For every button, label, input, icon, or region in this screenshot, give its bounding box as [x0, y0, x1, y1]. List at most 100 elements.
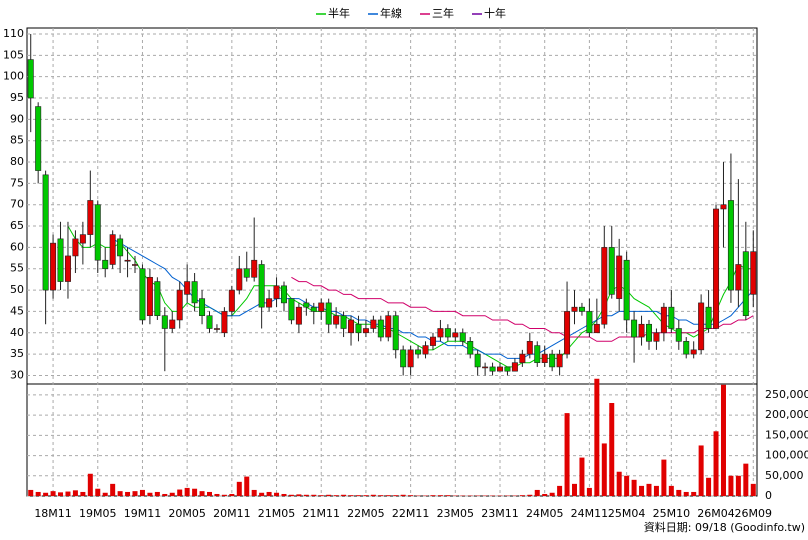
candle-body — [392, 315, 399, 351]
candle-body — [109, 234, 116, 265]
candle-body — [645, 323, 652, 342]
candle-body — [251, 259, 258, 278]
volume-bar — [609, 403, 615, 496]
candle-body — [623, 259, 630, 321]
candle-body — [631, 319, 638, 338]
volume-bar — [430, 495, 436, 496]
volume-bar — [184, 487, 190, 496]
candle-body — [57, 238, 64, 282]
x-tick-label: 18M11 — [34, 507, 72, 520]
volume-bar — [102, 492, 108, 496]
y-tick-label: 50 — [10, 283, 24, 296]
y-tick-label: 30 — [10, 368, 24, 381]
legend-label: 半年 — [328, 6, 350, 20]
candle-body — [385, 315, 392, 338]
y2-tick-label: 250,000 — [765, 388, 808, 401]
candle-body — [564, 311, 571, 355]
volume-bar — [318, 495, 324, 496]
volume-bar — [683, 491, 689, 496]
candle-body — [42, 174, 49, 291]
candle-body — [79, 234, 86, 244]
candle-body — [586, 311, 593, 334]
volume-bar — [445, 495, 451, 496]
volume-bar — [236, 481, 242, 496]
volume-bar — [333, 495, 339, 496]
volume-bar — [400, 494, 406, 496]
candle-body — [459, 332, 466, 342]
x-tick-label: 25M10 — [653, 507, 691, 520]
volume-bar — [87, 473, 93, 496]
volume-bar — [80, 491, 86, 496]
y2-tick-label: 200,000 — [765, 408, 808, 421]
candle-body — [690, 349, 697, 355]
volume-bar — [579, 457, 585, 496]
candle-body — [616, 255, 623, 299]
candle-body — [675, 328, 682, 342]
volume-bar — [58, 492, 64, 496]
candle-body — [318, 302, 325, 312]
candle-body — [526, 341, 533, 355]
volume-bar — [572, 483, 577, 496]
candle-body — [727, 200, 734, 291]
legend-label: 年線 — [380, 6, 402, 20]
volume-bar — [519, 495, 525, 496]
candle-body — [213, 328, 220, 330]
y-tick-label: 105 — [3, 48, 24, 61]
candle-body — [295, 306, 302, 325]
candle-body — [534, 345, 541, 363]
y-tick-label: 75 — [10, 176, 24, 189]
candle-body — [497, 366, 504, 372]
x-tick-label: 22M05 — [347, 507, 385, 520]
volume-bar — [363, 495, 369, 496]
candle-body — [578, 306, 585, 312]
volume-bar — [355, 495, 361, 496]
candle-body — [191, 281, 198, 304]
y-tick-label: 65 — [10, 219, 24, 232]
volume-bar — [132, 491, 138, 496]
volume-bar — [139, 489, 145, 496]
candle-body — [668, 306, 675, 329]
candle-body — [288, 298, 295, 321]
volume-bar — [639, 485, 645, 496]
volume-bar — [594, 378, 600, 496]
candle-body — [683, 341, 690, 355]
candle-body — [258, 264, 265, 308]
x-tick-label: 25M04 — [608, 507, 646, 520]
y-tick-label: 40 — [10, 326, 24, 339]
candle-body — [64, 255, 71, 282]
legend-label: 十年 — [484, 6, 506, 20]
x-tick-label: 26M09 — [735, 507, 773, 520]
candle-body — [370, 319, 377, 329]
candle-body — [146, 276, 153, 317]
legend-label: 三年 — [432, 6, 454, 20]
volume-bar — [43, 492, 49, 496]
candle-body — [132, 264, 139, 266]
y-tick-label: 85 — [10, 134, 24, 147]
volume-bar — [266, 491, 272, 496]
candle-body — [102, 259, 109, 270]
volume-bar — [192, 488, 198, 496]
volume-bar — [437, 495, 443, 496]
candle-body — [303, 302, 310, 308]
candle-body — [519, 353, 526, 363]
volume-bar — [95, 488, 101, 496]
candle-body — [407, 349, 414, 368]
volume-bar — [177, 489, 183, 496]
volume-bar — [385, 495, 391, 496]
volume-bar — [341, 494, 347, 496]
volume-bar — [65, 491, 71, 496]
volume-bar — [393, 495, 399, 496]
volume-bar — [311, 494, 317, 496]
candle-body — [310, 306, 317, 312]
candle-body — [437, 328, 444, 338]
volume-bar — [646, 483, 652, 496]
y-tick-label: 100 — [3, 70, 24, 83]
volume-bar — [244, 476, 250, 496]
y2-tick-label: 100,000 — [765, 449, 808, 462]
volume-bar — [631, 479, 637, 496]
candle-body — [362, 328, 369, 334]
volume-bar — [408, 495, 414, 496]
volume-bar — [214, 493, 220, 496]
volume-bar — [676, 489, 682, 496]
